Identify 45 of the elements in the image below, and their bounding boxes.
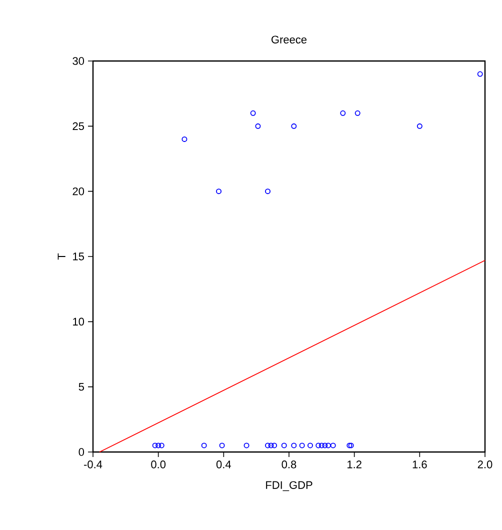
point (299, 442, 305, 448)
point (216, 188, 222, 194)
y-tick-label: 5 (78, 383, 84, 391)
x-tick-label: 0.4 (216, 460, 231, 468)
y-tick-label: 20 (72, 187, 84, 196)
point (268, 442, 274, 448)
y-tick-label: 15 (73, 252, 84, 260)
point (477, 71, 483, 77)
chart-title: Greece (272, 36, 307, 44)
point (330, 442, 336, 448)
point (325, 442, 331, 448)
y-axis-title: T (58, 253, 66, 260)
point (318, 442, 324, 448)
point (156, 442, 162, 448)
point (265, 188, 271, 194)
point (152, 442, 158, 448)
x-tick-label: 1.6 (412, 460, 427, 468)
point (322, 442, 328, 448)
y-tick-label: 10 (73, 318, 84, 326)
y-tick-label: 0 (78, 448, 84, 456)
x-axis-title: FDI_GDP (266, 481, 312, 492)
point (291, 442, 297, 448)
point (158, 442, 164, 448)
point (291, 123, 297, 129)
point (340, 110, 346, 116)
point (307, 442, 313, 448)
y-tick-label: 30 (72, 57, 84, 65)
x-tick-label: 0.0 (151, 460, 166, 468)
point (354, 110, 360, 116)
point (201, 442, 207, 448)
x-tick-label: -0.4 (84, 460, 102, 468)
point (219, 442, 225, 448)
y-tick-label: 25 (72, 122, 84, 130)
point (255, 123, 261, 129)
point (244, 442, 250, 448)
x-tick-label: 0.8 (282, 460, 296, 468)
point (182, 136, 188, 142)
point (281, 442, 287, 448)
x-tick-label: 1.2 (348, 460, 362, 468)
point (272, 442, 278, 448)
point (316, 442, 322, 448)
point (416, 123, 422, 129)
point (250, 110, 256, 116)
point (265, 442, 271, 448)
x-tick-label: 2.0 (478, 460, 492, 468)
